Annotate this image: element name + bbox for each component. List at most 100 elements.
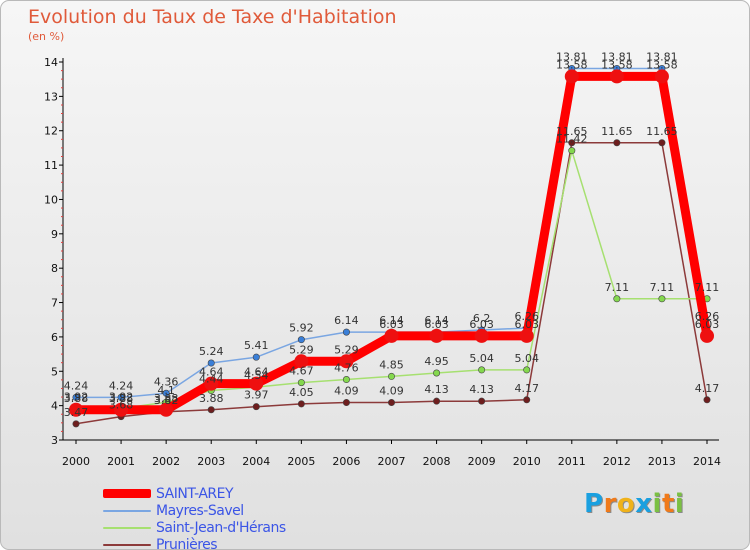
x-tick-label: 2003 bbox=[197, 455, 225, 468]
data-point-0 bbox=[114, 402, 129, 417]
data-label-3: 11.65 bbox=[646, 125, 678, 138]
data-point-0 bbox=[429, 328, 444, 343]
data-label-0: 6.03 bbox=[695, 318, 720, 331]
data-label-3: 3.88 bbox=[199, 392, 224, 405]
data-label-3: 3.47 bbox=[64, 406, 89, 419]
y-tick-label: 8 bbox=[51, 262, 58, 275]
legend-label: Prunières bbox=[156, 536, 218, 550]
data-label-1: 4.36 bbox=[154, 375, 179, 388]
data-point-1 bbox=[342, 328, 350, 336]
data-label-0: 6.03 bbox=[379, 318, 404, 331]
data-point-3 bbox=[342, 399, 350, 407]
logo-letter: o bbox=[616, 489, 636, 519]
data-label-1: 4.24 bbox=[64, 379, 89, 392]
data-label-0: 6.03 bbox=[424, 318, 449, 331]
data-point-1 bbox=[72, 393, 80, 401]
data-label-3: 3.68 bbox=[109, 399, 134, 412]
data-label-1: 5.92 bbox=[289, 322, 314, 335]
data-label-2: 4.95 bbox=[424, 355, 449, 368]
data-point-0 bbox=[519, 328, 534, 343]
data-label-2: 4.67 bbox=[289, 365, 314, 378]
data-label-1: 6.26 bbox=[514, 310, 539, 323]
data-label-2: 4.85 bbox=[379, 358, 404, 371]
legend-item: Mayres-Savel bbox=[103, 502, 286, 519]
logo-letter: x bbox=[635, 489, 653, 519]
data-label-3: 11.65 bbox=[601, 125, 633, 138]
legend-item: Saint-Jean-d'Hérans bbox=[103, 519, 286, 536]
legend-swatch bbox=[103, 509, 151, 512]
x-tick-label: 2011 bbox=[558, 455, 586, 468]
data-point-3 bbox=[703, 396, 711, 404]
data-point-2 bbox=[297, 379, 305, 387]
data-label-1: 6.14 bbox=[424, 314, 449, 327]
data-point-3 bbox=[478, 397, 486, 405]
y-tick-label: 6 bbox=[51, 331, 58, 344]
y-tick-label: 9 bbox=[51, 228, 58, 241]
data-point-0 bbox=[204, 376, 219, 391]
data-point-2 bbox=[342, 376, 350, 384]
data-label-2: 7.11 bbox=[650, 281, 675, 294]
logo-letter: i bbox=[674, 489, 685, 519]
data-point-0 bbox=[654, 69, 669, 84]
data-label-2: 7.11 bbox=[695, 281, 720, 294]
x-tick-label: 2010 bbox=[513, 455, 541, 468]
data-point-2 bbox=[387, 372, 395, 380]
data-point-2 bbox=[433, 369, 441, 377]
data-point-0 bbox=[69, 402, 83, 417]
line-chart: 3 4 5 6 7 8 9 10 11 12 13 14 2000 2001 2002 2003 2004 200… bbox=[44, 51, 721, 468]
legend-item: Prunières bbox=[103, 536, 286, 550]
chart-subtitle: (en %) bbox=[28, 30, 65, 43]
x-tick-label: 2001 bbox=[107, 455, 135, 468]
y-tick-label: 3 bbox=[51, 434, 58, 447]
data-label-2: 4.1 bbox=[157, 384, 175, 397]
data-point-2 bbox=[568, 147, 576, 155]
legend-label: Saint-Jean-d'Hérans bbox=[156, 519, 286, 536]
data-point-3 bbox=[523, 396, 531, 404]
data-point-3 bbox=[207, 406, 215, 414]
data-point-1 bbox=[207, 359, 215, 367]
y-tick-label: 4 bbox=[51, 400, 58, 413]
data-point-2 bbox=[478, 366, 486, 374]
data-label-1: 6.14 bbox=[334, 314, 359, 327]
data-label-0: 6.03 bbox=[514, 318, 539, 331]
data-point-3 bbox=[568, 139, 576, 147]
data-point-1 bbox=[252, 353, 260, 361]
logo-letter: P bbox=[584, 489, 604, 519]
data-label-1: 6.14 bbox=[379, 314, 404, 327]
y-tick-label: 10 bbox=[44, 193, 58, 206]
data-label-1: 5.41 bbox=[244, 339, 269, 352]
x-tick-label: 2009 bbox=[468, 455, 496, 468]
data-label-1: 13.81 bbox=[556, 51, 588, 64]
data-label-3: 4.13 bbox=[424, 383, 449, 396]
data-point-3 bbox=[387, 399, 395, 407]
x-tick-label: 2008 bbox=[423, 455, 451, 468]
data-label-0: 13.58 bbox=[556, 58, 588, 71]
data-label-0: 4.64 bbox=[199, 366, 224, 379]
legend-swatch bbox=[103, 526, 151, 529]
data-point-2 bbox=[658, 295, 666, 303]
data-label-3: 4.09 bbox=[379, 385, 404, 398]
y-tick-label: 13 bbox=[44, 90, 58, 103]
legend-label: SAINT-AREY bbox=[156, 485, 234, 502]
x-tick-label: 2002 bbox=[152, 455, 180, 468]
data-label-0: 5.29 bbox=[289, 343, 314, 356]
data-point-2 bbox=[523, 366, 531, 374]
data-point-0 bbox=[609, 69, 624, 84]
logo-letter: t bbox=[661, 489, 675, 519]
logo-letter: i bbox=[652, 489, 662, 519]
data-point-1 bbox=[117, 393, 125, 401]
data-label-3: 3.97 bbox=[244, 389, 269, 402]
legend-label: Mayres-Savel bbox=[156, 502, 244, 519]
data-label-0: 5.29 bbox=[334, 343, 359, 356]
data-label-1: 6.26 bbox=[695, 310, 720, 323]
chart-legend: SAINT-AREY Mayres-Savel Saint-Jean-d'Héran… bbox=[103, 485, 286, 550]
data-point-3 bbox=[72, 420, 80, 428]
data-point-2 bbox=[613, 295, 621, 303]
data-label-2: 3.92 bbox=[109, 390, 134, 403]
data-label-1: 4.24 bbox=[109, 379, 134, 392]
data-point-0 bbox=[384, 328, 399, 343]
x-tick-label: 2007 bbox=[378, 455, 406, 468]
data-point-3 bbox=[433, 397, 441, 405]
x-tick-label: 2005 bbox=[287, 455, 315, 468]
data-label-0: 3.88 bbox=[154, 392, 179, 405]
